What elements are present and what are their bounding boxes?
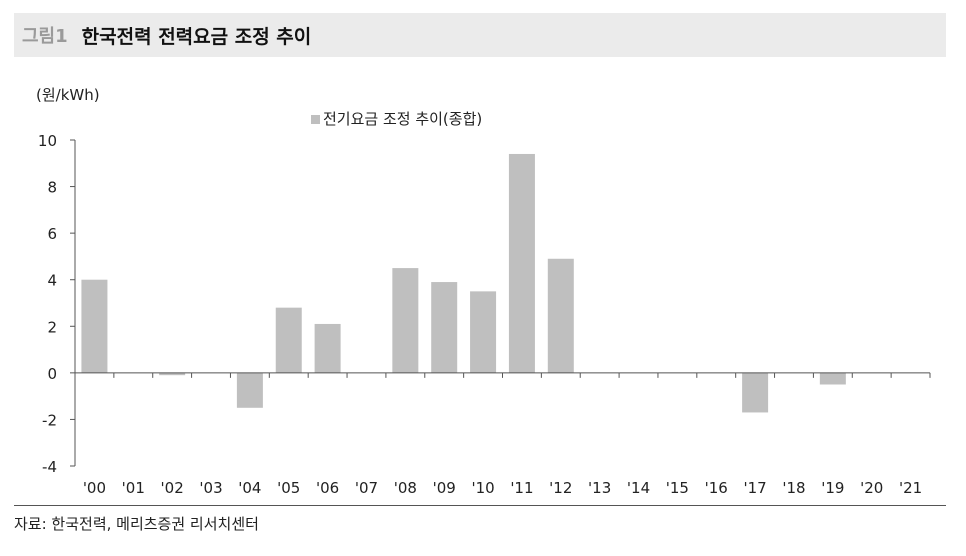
x-tick-label: '01 [122,479,145,497]
x-tick-label: '00 [83,479,106,497]
x-tick-label: '06 [316,479,339,497]
y-tick-label: 0 [47,365,57,383]
plot-area: 10 8 6 4 2 0 -2 -4 '00 '01 '02 '03 '04 '05 '06 '07 '08 '0… [38,132,931,497]
bar [742,372,769,413]
footer-divider [14,505,946,506]
x-tick-label: '20 [860,479,883,497]
x-tick-label: '09 [433,479,456,497]
bar [275,307,302,373]
x-tick-label: '10 [471,479,494,497]
x-tick-label: '21 [899,479,922,497]
y-tick-label: 6 [47,225,57,243]
bar [547,258,574,373]
y-tick-label: 10 [38,132,57,150]
bar [314,323,341,373]
y-tick-label: 8 [47,179,57,197]
y-unit-label: (원/kWh) [36,86,100,104]
x-tick-label: '15 [666,479,689,497]
bar [508,153,535,373]
legend-swatch [311,115,320,124]
y-tick-label: -4 [42,458,57,476]
bar [81,279,108,373]
source-note: 자료: 한국전력, 메리츠증권 리서치센터 [14,515,259,533]
x-tick-label: '02 [161,479,184,497]
x-tick-label: '12 [549,479,572,497]
bar [236,372,263,408]
x-tick-label: '14 [627,479,650,497]
x-tick-label: '04 [238,479,261,497]
bar [819,372,846,385]
x-tick-label: '16 [705,479,728,497]
bar [431,282,458,373]
x-tick-label: '03 [199,479,222,497]
y-tick-label: 2 [47,318,57,336]
figure-title: 한국전력 전력요금 조정 추이 [81,25,312,48]
x-tick-label: '13 [588,479,611,497]
figure-header: 그림1 한국전력 전력요금 조정 추이 [14,13,946,57]
x-tick-label: '18 [782,479,805,497]
x-tick-label: '17 [744,479,767,497]
bar [392,268,419,373]
figure-number: 그림1 [22,26,68,47]
x-tick-label: '08 [394,479,417,497]
x-tick-label: '07 [355,479,378,497]
y-tick-label: -2 [42,411,57,429]
legend: 전기요금 조정 추이(종합) [311,110,482,128]
y-tick-label: 4 [47,272,57,290]
legend-label: 전기요금 조정 추이(종합) [323,110,482,128]
x-tick-label: '05 [277,479,300,497]
x-tick-label: '19 [821,479,844,497]
x-tick-label: '11 [510,479,533,497]
bar [159,372,186,376]
bar [470,291,497,373]
